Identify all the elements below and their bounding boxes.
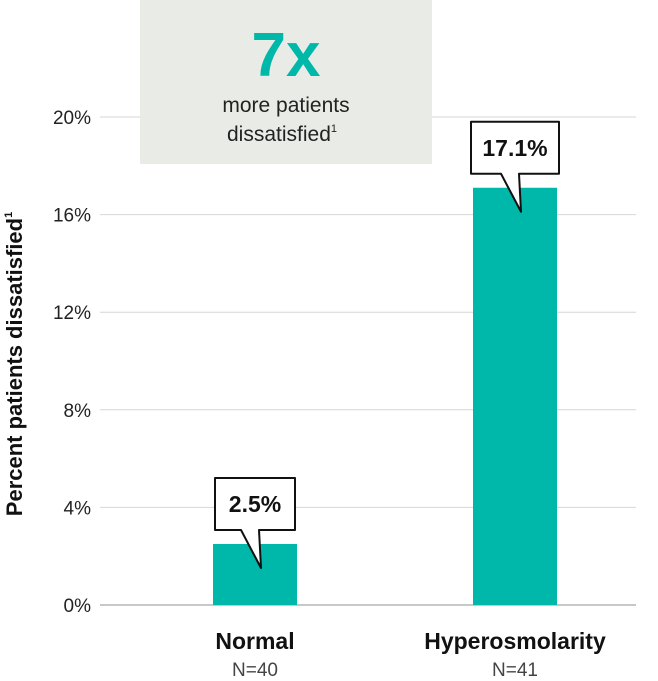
y-axis-label-text: Percent patients dissatisfied bbox=[2, 218, 27, 516]
y-tick-label: 8% bbox=[64, 401, 92, 422]
category-labels: Normal N=40 Hyperosmolarity N=41 bbox=[215, 628, 606, 681]
category-label: Normal bbox=[215, 628, 294, 654]
y-tick-label: 16% bbox=[53, 206, 91, 227]
category-sublabel: N=41 bbox=[492, 660, 538, 681]
y-tick-label: 12% bbox=[53, 303, 91, 324]
data-label-outline bbox=[470, 120, 560, 213]
bar bbox=[473, 187, 557, 605]
y-tick-label: 20% bbox=[53, 108, 91, 129]
callout-line2-wrap: dissatisfied1 bbox=[227, 123, 337, 146]
data-labels: 2.5% 17.1% bbox=[214, 120, 560, 569]
callout-line2: dissatisfied bbox=[227, 123, 331, 146]
callout-line1: more patients bbox=[222, 94, 349, 117]
callout-big-text: 7x bbox=[252, 21, 321, 90]
category-label: Hyperosmolarity bbox=[424, 628, 606, 654]
bars bbox=[213, 187, 557, 605]
y-axis-label: Percent patients dissatisfied1 bbox=[2, 212, 27, 516]
data-label-bubble: 17.1% bbox=[470, 120, 560, 213]
y-tick-label: 4% bbox=[64, 498, 92, 519]
callout-line2-sup: 1 bbox=[331, 123, 337, 135]
data-label: 17.1% bbox=[482, 135, 547, 161]
y-axis-label-sup: 1 bbox=[3, 212, 15, 218]
data-label-bubble: 2.5% bbox=[214, 477, 296, 569]
data-label: 2.5% bbox=[229, 491, 281, 517]
category-sublabel: N=40 bbox=[232, 660, 278, 681]
data-label-outline bbox=[214, 477, 296, 569]
y-tick-label: 0% bbox=[64, 596, 92, 617]
y-tick-labels: 0% 4% 8% 12% 16% 20% bbox=[53, 108, 91, 617]
callout-box: 7x more patients dissatisfied1 bbox=[140, 0, 432, 164]
callout-background bbox=[140, 0, 432, 164]
